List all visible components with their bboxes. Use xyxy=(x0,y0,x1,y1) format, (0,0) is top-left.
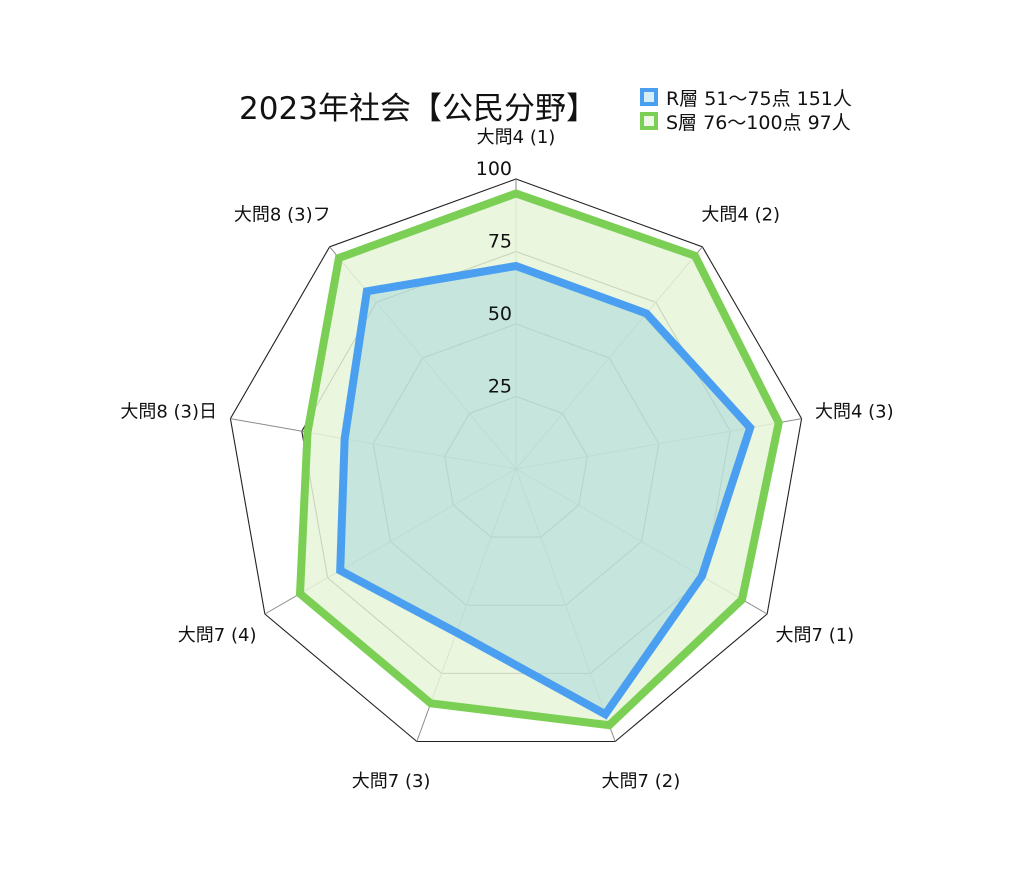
legend-label-r: R層 51〜75点 151人 xyxy=(666,88,852,110)
tick-label-25: 25 xyxy=(488,376,512,398)
axis-label-4: 大問7 (1) xyxy=(776,625,855,646)
axis-labels: 大問4 (1) 大問4 (2) 大問4 (3) 大問7 (1) 大問7 (2) 大問7 (… xyxy=(120,127,893,792)
legend-label-s: S層 76〜100点 97人 xyxy=(666,112,851,134)
axis-label-2: 大問4 (2) xyxy=(701,205,780,226)
grid-ring-4 xyxy=(229,178,803,743)
radial-tick-labels: 25 50 75 100 xyxy=(476,158,512,398)
series-line-s xyxy=(295,189,783,730)
series-line-r xyxy=(336,261,755,720)
tick-label-75: 75 xyxy=(488,231,512,253)
legend-swatch-s xyxy=(640,112,658,130)
chart-title: 2023年社会【公民分野】 xyxy=(239,91,597,127)
radar-series xyxy=(295,189,783,730)
axis-label-9: 大問8 (3)フ xyxy=(234,205,331,226)
axis-label-1: 大問4 (1) xyxy=(477,127,556,148)
legend-swatch-r xyxy=(640,88,658,106)
tick-label-50: 50 xyxy=(488,303,512,325)
axis-label-3: 大問4 (3) xyxy=(815,401,894,422)
axis-label-8: 大問8 (3)日 xyxy=(120,401,217,422)
series-fill-r xyxy=(340,266,751,715)
tick-label-100: 100 xyxy=(476,158,512,180)
axis-label-7: 大問7 (4) xyxy=(178,625,257,646)
axis-label-5: 大問7 (2) xyxy=(602,771,681,792)
legend: R層 51〜75点 151人 S層 76〜100点 97人 xyxy=(640,88,852,134)
axis-label-6: 大問7 (3) xyxy=(352,771,431,792)
